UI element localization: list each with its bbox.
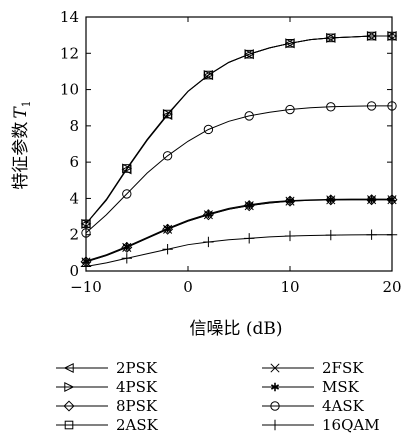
- series-line-2ask: [85, 35, 392, 225]
- series-line-4psk: [85, 35, 392, 225]
- data-point-16qam: [366, 229, 377, 240]
- series-line-2fsk: [85, 199, 392, 263]
- legend-marker-msk: [270, 382, 280, 392]
- data-point-4ask: [203, 124, 214, 135]
- data-point-4ask: [326, 102, 336, 112]
- y-axis-title-text: 特征参数: [11, 122, 31, 190]
- y-tick-label: 2: [69, 226, 79, 244]
- legend-label-msk: MSK: [322, 378, 360, 396]
- series-msk: [81, 194, 397, 266]
- series-4ask: [81, 101, 397, 238]
- y-tick-label: 12: [60, 44, 79, 62]
- legend-marker-16qam: [269, 419, 281, 431]
- plot-frame: [85, 16, 393, 272]
- data-point-4ask: [366, 101, 377, 111]
- data-point-2ask: [367, 31, 376, 41]
- series-2ask: [81, 31, 397, 229]
- x-tick-label: 20: [382, 278, 401, 296]
- legend-item-2ask: 2ASK: [56, 416, 159, 434]
- legend-marker-8psk: [63, 400, 75, 412]
- series-line-2psk: [85, 35, 392, 225]
- data-point-8psk: [162, 223, 174, 235]
- data-point-16qam: [162, 244, 173, 255]
- data-point-16qam: [121, 253, 132, 264]
- data-point-2ask: [244, 49, 254, 59]
- data-point-8psk: [284, 195, 296, 207]
- series-2psk: [80, 31, 397, 229]
- series-line-16qam: [85, 234, 392, 267]
- legend-label-16qam: 16QAM: [322, 416, 380, 434]
- y-axis-title: 特征参数 T1: [11, 100, 33, 189]
- data-point-8psk: [121, 241, 133, 253]
- x-axis-title: 信噪比 (dB): [189, 319, 282, 339]
- data-point-8psk: [366, 194, 378, 206]
- data-point-4ask: [122, 189, 132, 199]
- legend-item-8psk: 8PSK: [56, 397, 158, 415]
- data-point-8psk: [325, 194, 337, 206]
- legend-label-8psk: 8PSK: [116, 397, 158, 415]
- legend-label-4psk: 4PSK: [116, 378, 158, 396]
- legend-marker-2psk: [63, 362, 74, 374]
- legend-item-2psk: 2PSK: [56, 359, 158, 377]
- data-point-16qam: [203, 236, 214, 248]
- data-point-8psk: [243, 200, 255, 212]
- legend-marker-4psk: [64, 381, 75, 393]
- legend: 2PSK 2FSK 4PSK MSK 8PSK 4ASK 2ASK 16QAM: [56, 359, 380, 434]
- data-point-16qam: [244, 233, 255, 244]
- data-point-4ask: [244, 111, 254, 121]
- plot-area: [80, 31, 398, 272]
- data-point-8psk: [202, 209, 214, 221]
- data-point-2ask: [326, 33, 336, 43]
- legend-item-4ask: 4ASK: [262, 397, 365, 415]
- series-line-4ask: [85, 105, 392, 234]
- data-point-2ask: [285, 39, 295, 48]
- y-axis-title-subscript: 1: [20, 100, 33, 107]
- legend-item-2fsk: 2FSK: [262, 359, 364, 377]
- data-point-16qam: [284, 230, 296, 242]
- data-point-4ask: [162, 151, 173, 161]
- legend-label-4ask: 4ASK: [322, 397, 365, 415]
- y-tick-label: 8: [69, 117, 79, 135]
- y-tick-label: 14: [60, 8, 79, 26]
- y-tick-label: 10: [60, 81, 79, 99]
- y-tick-label: 6: [69, 153, 79, 171]
- data-point-16qam: [325, 229, 336, 241]
- y-tick-label: 4: [69, 189, 79, 207]
- y-axis-title-symbol: T: [11, 106, 31, 119]
- series-line-8psk: [85, 199, 392, 263]
- legend-item-4psk: 4PSK: [56, 378, 158, 396]
- x-tick-label: −10: [70, 278, 102, 296]
- y-tick-label: 0: [69, 262, 79, 280]
- legend-marker-4ask: [270, 401, 280, 411]
- data-point-2ask: [122, 164, 132, 173]
- legend-label-2ask: 2ASK: [116, 416, 159, 434]
- x-tick-label: 0: [183, 278, 193, 296]
- series-line-msk: [85, 198, 392, 262]
- legend-label-2psk: 2PSK: [116, 359, 158, 377]
- data-point-2ask: [163, 109, 172, 119]
- data-point-2ask: [204, 70, 213, 80]
- legend-marker-2fsk: [270, 363, 280, 373]
- series-4psk: [81, 31, 398, 229]
- legend-marker-2ask: [64, 420, 74, 430]
- legend-item-msk: MSK: [262, 378, 360, 396]
- x-tick-label: 10: [280, 278, 299, 296]
- series-8psk: [80, 194, 398, 268]
- legend-item-16qam: 16QAM: [262, 416, 380, 434]
- data-point-4ask: [285, 104, 295, 115]
- legend-label-2fsk: 2FSK: [322, 359, 364, 377]
